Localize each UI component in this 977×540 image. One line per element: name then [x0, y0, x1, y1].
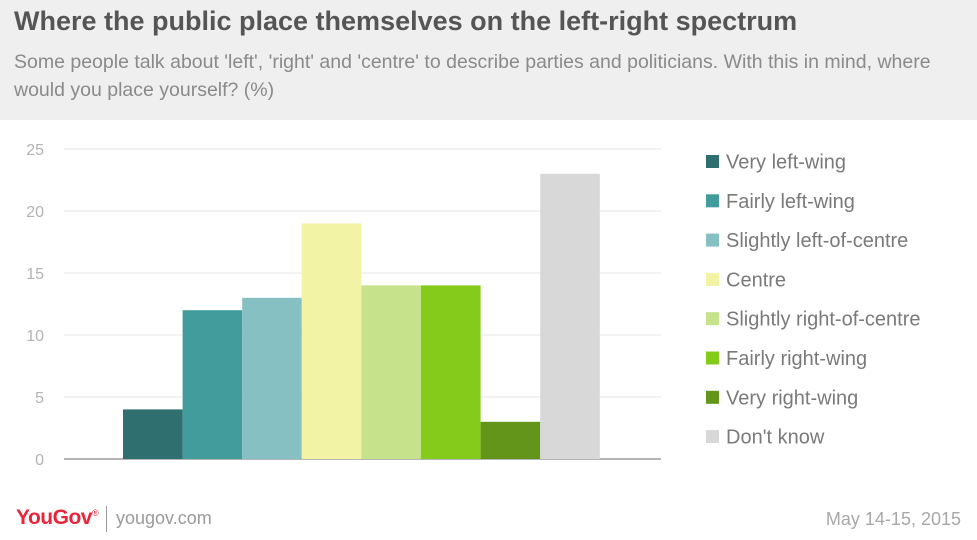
legend-swatch: [706, 233, 719, 247]
legend-label: Very left-wing: [726, 152, 846, 174]
footer-divider: [106, 506, 107, 532]
y-tick-label: 25: [26, 142, 44, 159]
legend-swatch: [706, 430, 719, 444]
bar-4: [301, 223, 362, 459]
legend-item: Very right-wing: [706, 387, 858, 409]
yougov-logo: YouGov®: [16, 506, 99, 530]
bar-1: [123, 409, 183, 459]
legend-item: Centre: [706, 269, 786, 291]
legend-item: Slightly right-of-centre: [706, 309, 921, 331]
y-tick-label: 0: [35, 452, 44, 469]
legend: Very left-wing Fairly left-wing Slightly l…: [706, 152, 921, 449]
legend-label: Slightly right-of-centre: [726, 309, 921, 331]
bar-7: [480, 421, 541, 459]
bar-5: [361, 285, 421, 459]
legend-label: Slightly left-of-centre: [726, 230, 908, 252]
legend-swatch: [706, 194, 719, 208]
legend-item: Fairly left-wing: [706, 191, 855, 213]
legend-label: Fairly right-wing: [726, 348, 867, 370]
chart-title: Where the public place themselves on the…: [14, 6, 798, 36]
y-tick-label: 20: [26, 204, 44, 221]
legend-swatch: [706, 155, 719, 168]
legend-swatch: [706, 390, 719, 404]
legend-item: Don't know: [706, 427, 825, 449]
footer-date: May 14-15, 2015: [825, 509, 961, 529]
header: Where the public place themselves on the…: [0, 0, 977, 120]
legend-item: Fairly right-wing: [706, 348, 867, 370]
bars: [123, 173, 600, 460]
y-tick-label: 10: [26, 328, 44, 345]
y-axis-ticks: 0 5 10 15 20 25: [26, 142, 44, 469]
legend-label: Very right-wing: [726, 387, 858, 409]
bar-8: [540, 173, 600, 460]
brand-mark: ®: [91, 508, 99, 518]
bar-2: [182, 310, 243, 459]
legend-item: Slightly left-of-centre: [706, 230, 908, 252]
legend-swatch: [706, 312, 719, 326]
bar-3: [242, 297, 302, 459]
legend-label: Fairly left-wing: [726, 191, 855, 213]
bar-6: [421, 285, 481, 459]
legend-swatch: [706, 351, 719, 365]
y-tick-label: 15: [26, 266, 44, 283]
legend-label: Centre: [726, 269, 786, 291]
legend-item: Very left-wing: [706, 152, 846, 174]
brand-name: YouGov: [16, 506, 92, 529]
bar-chart: 0 5 10 15 20 25 Very left-wing Fairly left-win…: [26, 142, 921, 469]
chart-subtitle: Some people talk about 'left', 'right' a…: [14, 51, 931, 101]
legend-label: Don't know: [726, 427, 825, 449]
legend-swatch: [706, 272, 719, 286]
footer-site-link[interactable]: yougov.com: [116, 508, 212, 528]
y-tick-label: 5: [35, 390, 44, 407]
